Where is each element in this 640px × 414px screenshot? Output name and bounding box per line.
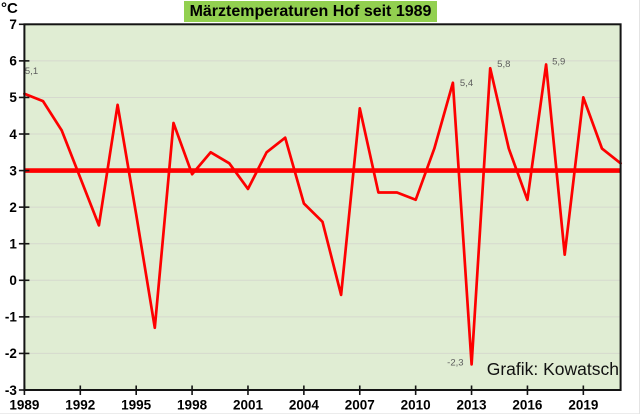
point-label-1989: 5,1 xyxy=(25,66,38,77)
point-label-2014: 5,8 xyxy=(497,59,510,70)
y-axis-unit-label: °C xyxy=(1,0,18,17)
point-label-2013: -2,3 xyxy=(447,357,463,368)
y-tick-label--3: -3 xyxy=(5,383,17,398)
x-tick-label-1992: 1992 xyxy=(65,398,95,413)
credit-label: Grafik: Kowatsch xyxy=(486,359,619,379)
y-tick-label-2: 2 xyxy=(9,200,17,215)
x-tick-label-1998: 1998 xyxy=(177,398,208,413)
x-tick-label-2013: 2013 xyxy=(457,398,488,413)
y-tick-label-3: 3 xyxy=(9,163,17,178)
x-tick-label-1989: 1989 xyxy=(9,398,39,413)
y-tick-label--2: -2 xyxy=(5,346,17,361)
y-tick-label--1: -1 xyxy=(5,310,17,325)
chart-title-background xyxy=(184,1,437,22)
x-tick-label-2007: 2007 xyxy=(345,398,375,413)
y-tick-label-5: 5 xyxy=(9,90,17,105)
x-tick-label-2010: 2010 xyxy=(401,398,431,413)
y-tick-label-0: 0 xyxy=(9,273,17,288)
y-tick-label-7: 7 xyxy=(9,17,17,32)
point-label-2017: 5,9 xyxy=(552,57,565,68)
point-label-2012: 5,4 xyxy=(460,78,473,89)
y-tick-label-1: 1 xyxy=(9,237,17,252)
x-tick-label-2019: 2019 xyxy=(568,398,598,413)
x-tick-label-1995: 1995 xyxy=(121,398,152,413)
temperature-series-line xyxy=(23,63,622,366)
x-tick-label-2001: 2001 xyxy=(233,398,264,413)
x-tick-label-2016: 2016 xyxy=(512,398,543,413)
y-tick-label-6: 6 xyxy=(9,54,17,69)
x-tick-label-2004: 2004 xyxy=(289,398,320,413)
chart-title: Märztemperaturen Hof seit 1989 xyxy=(189,3,432,20)
y-tick-label-4: 4 xyxy=(9,127,17,142)
